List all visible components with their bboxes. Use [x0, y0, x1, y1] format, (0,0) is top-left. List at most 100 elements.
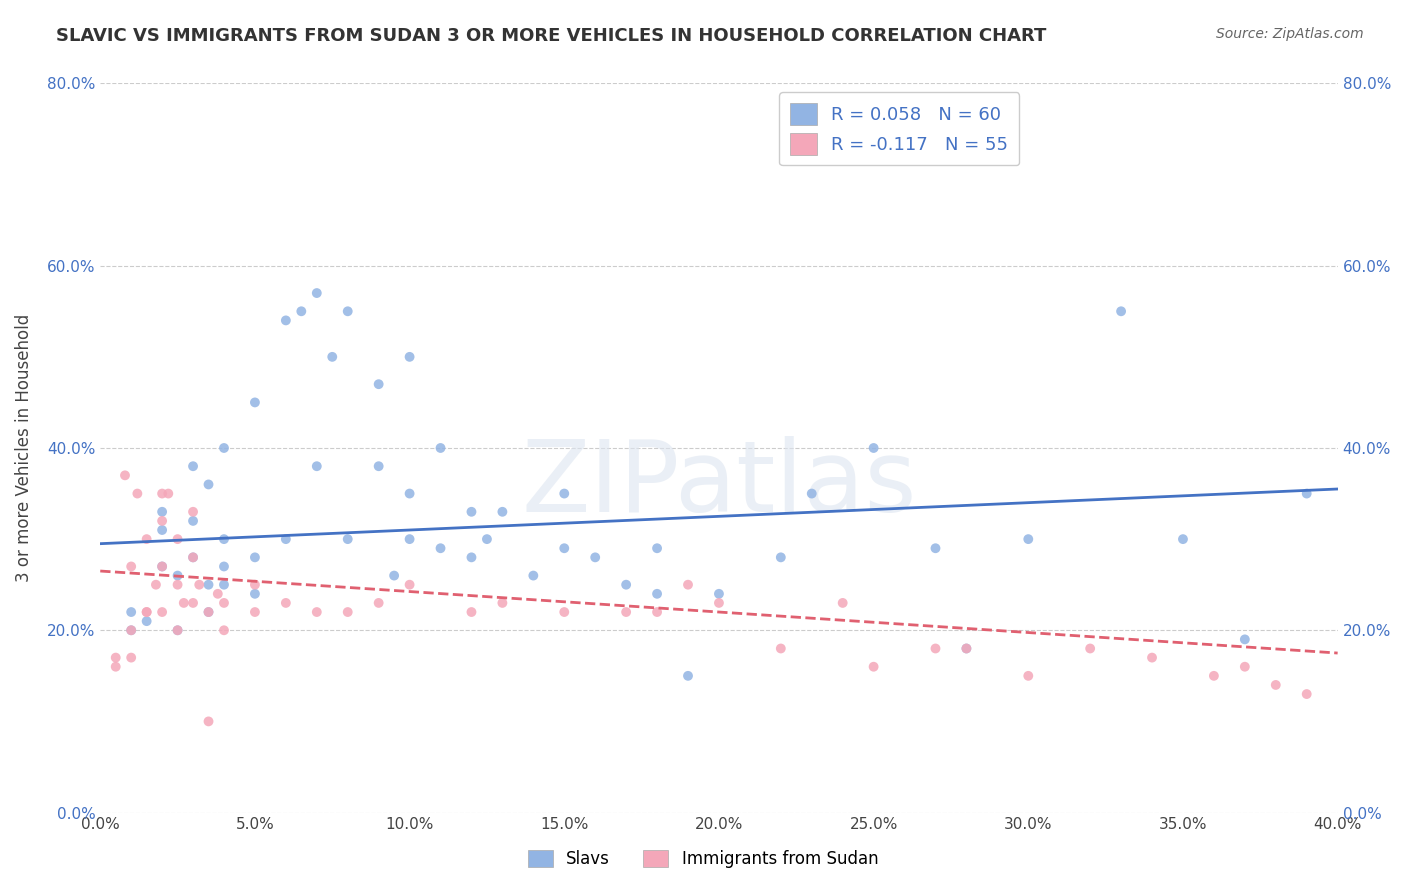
Point — [336, 605, 359, 619]
Point — [274, 596, 297, 610]
Point — [491, 596, 513, 610]
Point — [645, 605, 668, 619]
Point — [1171, 532, 1194, 546]
Point — [1233, 632, 1256, 647]
Point — [166, 532, 188, 546]
Point — [367, 596, 389, 610]
Point — [212, 532, 235, 546]
Point — [207, 587, 229, 601]
Point — [398, 577, 420, 591]
Point — [212, 577, 235, 591]
Point — [707, 587, 730, 601]
Point — [243, 587, 266, 601]
Point — [336, 532, 359, 546]
Point — [197, 477, 219, 491]
Point — [166, 568, 188, 582]
Point — [1140, 650, 1163, 665]
Point — [104, 659, 127, 673]
Point — [305, 286, 328, 301]
Point — [553, 541, 575, 556]
Point — [522, 568, 544, 582]
Point — [398, 486, 420, 500]
Point — [188, 577, 211, 591]
Point — [274, 532, 297, 546]
Point — [429, 441, 451, 455]
Point — [800, 486, 823, 500]
Point — [955, 641, 977, 656]
Point — [120, 650, 142, 665]
Point — [274, 313, 297, 327]
Text: SLAVIC VS IMMIGRANTS FROM SUDAN 3 OR MORE VEHICLES IN HOUSEHOLD CORRELATION CHAR: SLAVIC VS IMMIGRANTS FROM SUDAN 3 OR MOR… — [56, 27, 1046, 45]
Point — [135, 614, 157, 628]
Point — [1295, 486, 1317, 500]
Point — [181, 550, 204, 565]
Point — [120, 559, 142, 574]
Point — [197, 577, 219, 591]
Point — [197, 605, 219, 619]
Point — [135, 532, 157, 546]
Point — [614, 577, 637, 591]
Point — [305, 605, 328, 619]
Point — [150, 559, 173, 574]
Point — [243, 395, 266, 409]
Point — [212, 441, 235, 455]
Point — [150, 605, 173, 619]
Point — [243, 577, 266, 591]
Point — [157, 486, 180, 500]
Point — [145, 577, 167, 591]
Point — [398, 350, 420, 364]
Point — [769, 550, 792, 565]
Point — [305, 459, 328, 474]
Legend: Slavs, Immigrants from Sudan: Slavs, Immigrants from Sudan — [522, 843, 884, 875]
Point — [173, 596, 195, 610]
Point — [460, 550, 482, 565]
Point — [1017, 669, 1039, 683]
Point — [583, 550, 606, 565]
Point — [367, 459, 389, 474]
Point — [429, 541, 451, 556]
Point — [1017, 532, 1039, 546]
Point — [862, 659, 884, 673]
Point — [645, 587, 668, 601]
Point — [1295, 687, 1317, 701]
Point — [243, 550, 266, 565]
Point — [150, 486, 173, 500]
Point — [166, 577, 188, 591]
Point — [150, 514, 173, 528]
Point — [120, 605, 142, 619]
Point — [645, 541, 668, 556]
Point — [676, 577, 699, 591]
Legend: R = 0.058   N = 60, R = -0.117   N = 55: R = 0.058 N = 60, R = -0.117 N = 55 — [779, 93, 1019, 165]
Point — [181, 514, 204, 528]
Point — [166, 624, 188, 638]
Point — [181, 550, 204, 565]
Point — [181, 459, 204, 474]
Point — [120, 624, 142, 638]
Point — [166, 624, 188, 638]
Point — [181, 596, 204, 610]
Point — [197, 605, 219, 619]
Text: ZIPatlas: ZIPatlas — [522, 436, 917, 533]
Point — [181, 505, 204, 519]
Point — [120, 624, 142, 638]
Point — [831, 596, 853, 610]
Point — [769, 641, 792, 656]
Point — [150, 523, 173, 537]
Point — [614, 605, 637, 619]
Point — [1078, 641, 1101, 656]
Point — [398, 532, 420, 546]
Text: Source: ZipAtlas.com: Source: ZipAtlas.com — [1216, 27, 1364, 41]
Point — [1109, 304, 1132, 318]
Y-axis label: 3 or more Vehicles in Household: 3 or more Vehicles in Household — [15, 314, 32, 582]
Point — [460, 605, 482, 619]
Point — [955, 641, 977, 656]
Point — [321, 350, 343, 364]
Point — [676, 669, 699, 683]
Point — [127, 486, 149, 500]
Point — [1202, 669, 1225, 683]
Point — [150, 559, 173, 574]
Point — [1233, 659, 1256, 673]
Point — [114, 468, 136, 483]
Point — [707, 596, 730, 610]
Point — [135, 605, 157, 619]
